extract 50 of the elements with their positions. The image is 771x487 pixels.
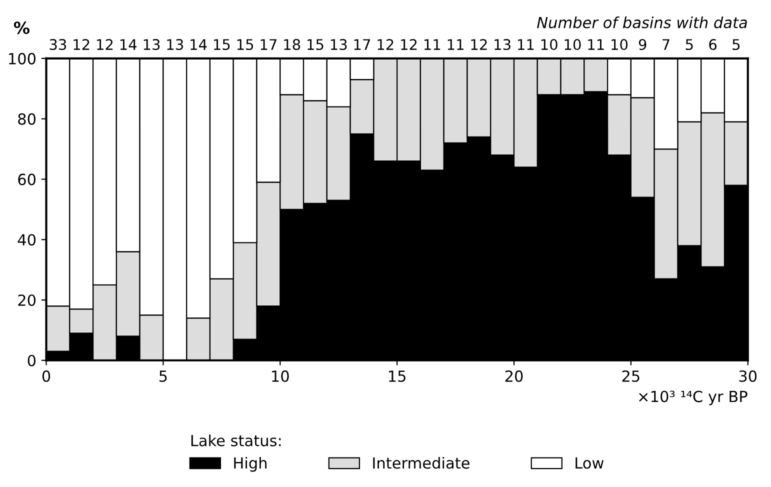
annotation: 33 xyxy=(50,39,66,50)
x-tick-label: 30 xyxy=(739,370,757,382)
annotation: 12 xyxy=(401,39,417,50)
annotation: 18 xyxy=(284,39,300,50)
annotation: 11 xyxy=(448,39,464,50)
legend-label: Intermediate xyxy=(373,456,470,469)
y-tick-label: 40 xyxy=(18,234,36,246)
annotation: 13 xyxy=(144,39,160,50)
annotation: 11 xyxy=(424,39,440,50)
annotation: 15 xyxy=(237,39,254,50)
annotation: 14 xyxy=(120,39,137,50)
y-tick-label: 60 xyxy=(18,174,36,186)
annotation: 10 xyxy=(612,39,628,50)
annotation: 15 xyxy=(214,39,230,50)
x-tick-label: 0 xyxy=(42,370,50,382)
annotation: 6 xyxy=(709,39,717,50)
annotation: 12 xyxy=(97,39,113,50)
x-tick-label: 10 xyxy=(272,370,289,382)
text: Number of basins with data xyxy=(537,16,747,28)
x-tick-label: 15 xyxy=(389,370,406,382)
annotation: 5 xyxy=(732,39,740,50)
annotation: 9 xyxy=(638,39,646,50)
annotation: 17 xyxy=(354,39,370,50)
annotation: 7 xyxy=(662,39,670,50)
annotation: 10 xyxy=(564,39,581,50)
y-tick-label: 80 xyxy=(18,113,36,125)
annotation: 11 xyxy=(518,39,534,50)
y-tick-label: 0 xyxy=(28,354,36,366)
annotation: 14 xyxy=(190,39,207,50)
y-tick-label: 100 xyxy=(9,52,36,64)
x-tick-label: 20 xyxy=(505,370,523,382)
annotation: 10 xyxy=(541,39,558,50)
annotation: 13 xyxy=(330,39,347,50)
annotation: 5 xyxy=(686,39,693,50)
x-tick-label: 25 xyxy=(622,370,640,382)
y-tick-label: 20 xyxy=(18,294,36,306)
annotation: 13 xyxy=(494,39,510,50)
x-axis-title: ×10³ ¹⁴C yr BP xyxy=(639,390,748,406)
annotation: 11 xyxy=(588,39,604,50)
annotation: 12 xyxy=(378,39,394,50)
legend-label: Low xyxy=(576,457,604,469)
y-axis-title: % xyxy=(14,21,30,34)
legend-title: Lake status: xyxy=(191,434,281,446)
legend-label: High xyxy=(234,456,266,472)
x-tick-label: 5 xyxy=(160,370,167,382)
annotation: 15 xyxy=(308,39,324,50)
annotation: 12 xyxy=(74,39,90,50)
annotation: 17 xyxy=(260,39,276,50)
annotation: 13 xyxy=(167,39,183,50)
annotation: 12 xyxy=(471,39,487,50)
